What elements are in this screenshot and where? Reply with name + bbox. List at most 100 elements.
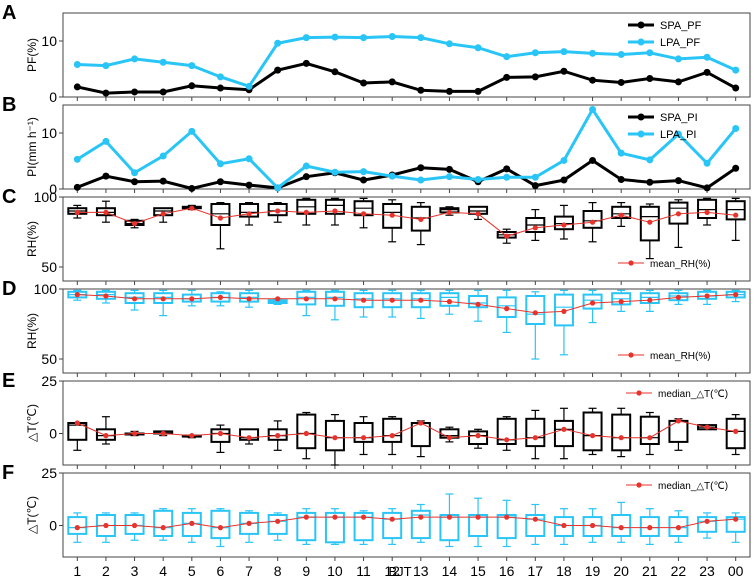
box-c-24 — [725, 197, 746, 241]
series-lpa_pf-point — [216, 73, 224, 81]
series-f-red-point — [475, 514, 481, 520]
series-spa_pi-point — [674, 177, 682, 185]
box-f-9 — [296, 508, 317, 546]
box-body — [296, 413, 317, 450]
series-e-red-point — [561, 426, 567, 432]
series-spa_pf-point — [674, 78, 682, 86]
panel-e-ytick-label: 25 — [41, 373, 57, 389]
legend-d-marker — [628, 352, 634, 358]
x-tick-label: 14 — [442, 563, 458, 579]
panel-e-frame — [62, 380, 751, 466]
series-spa_pf-point — [331, 68, 339, 76]
series-lpa_pf-line — [77, 35, 737, 89]
series-lpa_pi-point — [674, 130, 682, 138]
series-f-red-point — [275, 518, 281, 524]
series-lpa_pf-point — [274, 39, 282, 47]
series-c-red-point — [246, 211, 252, 217]
box-body — [553, 516, 574, 537]
series-e-red-point — [733, 428, 739, 434]
panel-a-ytick-label: 0 — [49, 89, 57, 105]
box-body — [468, 430, 489, 445]
series-e-red-point — [246, 435, 252, 441]
series-lpa_pi-point — [102, 137, 110, 145]
panel-d-frame — [62, 288, 751, 374]
series-spa_pf-point — [102, 89, 110, 97]
box-f-14 — [439, 493, 460, 548]
series-d-red-point — [475, 301, 481, 307]
box-c-14 — [439, 206, 460, 216]
series-spa_pi-point — [703, 184, 711, 192]
panel-f-ytick-label: 25 — [41, 465, 57, 481]
series-c-red-point — [532, 225, 538, 231]
series-lpa_pf-point — [531, 49, 539, 57]
box-f-10 — [324, 508, 345, 546]
x-tick-label: 13 — [413, 563, 429, 579]
box-e-22 — [668, 418, 689, 451]
x-tick-label: 23 — [699, 563, 715, 579]
series-c-red-line — [77, 207, 736, 237]
series-lpa_pf-point — [73, 61, 81, 69]
panel-a-ylabel: PF(%) — [25, 38, 39, 72]
box-e-6 — [210, 424, 231, 453]
series-f-red-point — [332, 514, 338, 520]
box-e-20 — [611, 407, 632, 458]
series-c-red-point — [275, 208, 281, 214]
box-body — [611, 413, 632, 452]
series-spa_pf-point — [274, 66, 282, 74]
legend-e-marker — [636, 390, 642, 396]
series-c-red-point — [561, 222, 567, 228]
series-e-red-point — [704, 424, 710, 430]
series-lpa_pi-point — [216, 160, 224, 168]
box-body — [153, 509, 174, 537]
series-f-red-point — [246, 520, 252, 527]
x-tick-label: 5 — [188, 563, 196, 579]
box-c-12 — [382, 199, 403, 243]
series-lpa_pi-point — [417, 176, 425, 184]
series-f-red-point — [303, 514, 309, 520]
panel-e-ylabel: △T(℃) — [25, 404, 39, 442]
series-f-red-point — [675, 525, 682, 531]
series-f-red-point — [389, 516, 395, 522]
box-body — [153, 292, 174, 305]
box-d-14 — [439, 289, 460, 315]
series-e-red-point — [589, 433, 596, 439]
x-tick-label: 22 — [671, 563, 687, 579]
box-e-10 — [324, 414, 345, 466]
series-lpa_pi-point — [360, 168, 368, 176]
x-tick-label: 15 — [470, 563, 486, 579]
series-spa_pf-line — [76, 61, 737, 95]
series-lpa_pf-point — [388, 33, 396, 41]
series-lpa_pf-point — [245, 82, 253, 90]
series-spa_pf-point — [388, 78, 396, 86]
panel-a-ytick-label: 10 — [41, 33, 57, 49]
box-body — [210, 428, 231, 443]
series-f-red-point — [647, 525, 653, 531]
series-d-red-point — [275, 296, 281, 302]
series-d-red-point — [246, 296, 252, 302]
series-spa_pi-point — [617, 175, 625, 183]
series-f-red-point — [131, 522, 138, 529]
x-tick-label: 21 — [642, 563, 658, 579]
series-spa_pf-point — [732, 84, 740, 92]
series-d-red-point — [704, 293, 710, 299]
series-c-red-point — [475, 211, 481, 217]
box-c-18 — [553, 204, 574, 240]
series-spa_pf-point — [131, 88, 139, 96]
x-tick-label: 8 — [274, 563, 282, 579]
box-e-15 — [468, 428, 489, 449]
x-tick-label: 1 — [73, 563, 81, 579]
box-f-17 — [525, 503, 546, 546]
box-e-2 — [95, 416, 116, 445]
box-body — [382, 417, 403, 443]
box-body — [210, 509, 231, 540]
panel-b-frame — [62, 104, 751, 190]
series-d-red-point — [589, 300, 596, 306]
box-body — [353, 511, 374, 542]
series-f-red-point — [103, 522, 109, 529]
box-c-13 — [410, 202, 431, 246]
series-c-red-point — [733, 212, 739, 218]
box-d-11 — [353, 289, 374, 318]
box-body — [611, 514, 632, 537]
series-lpa_pi-point — [131, 169, 139, 177]
box-body — [95, 207, 116, 217]
